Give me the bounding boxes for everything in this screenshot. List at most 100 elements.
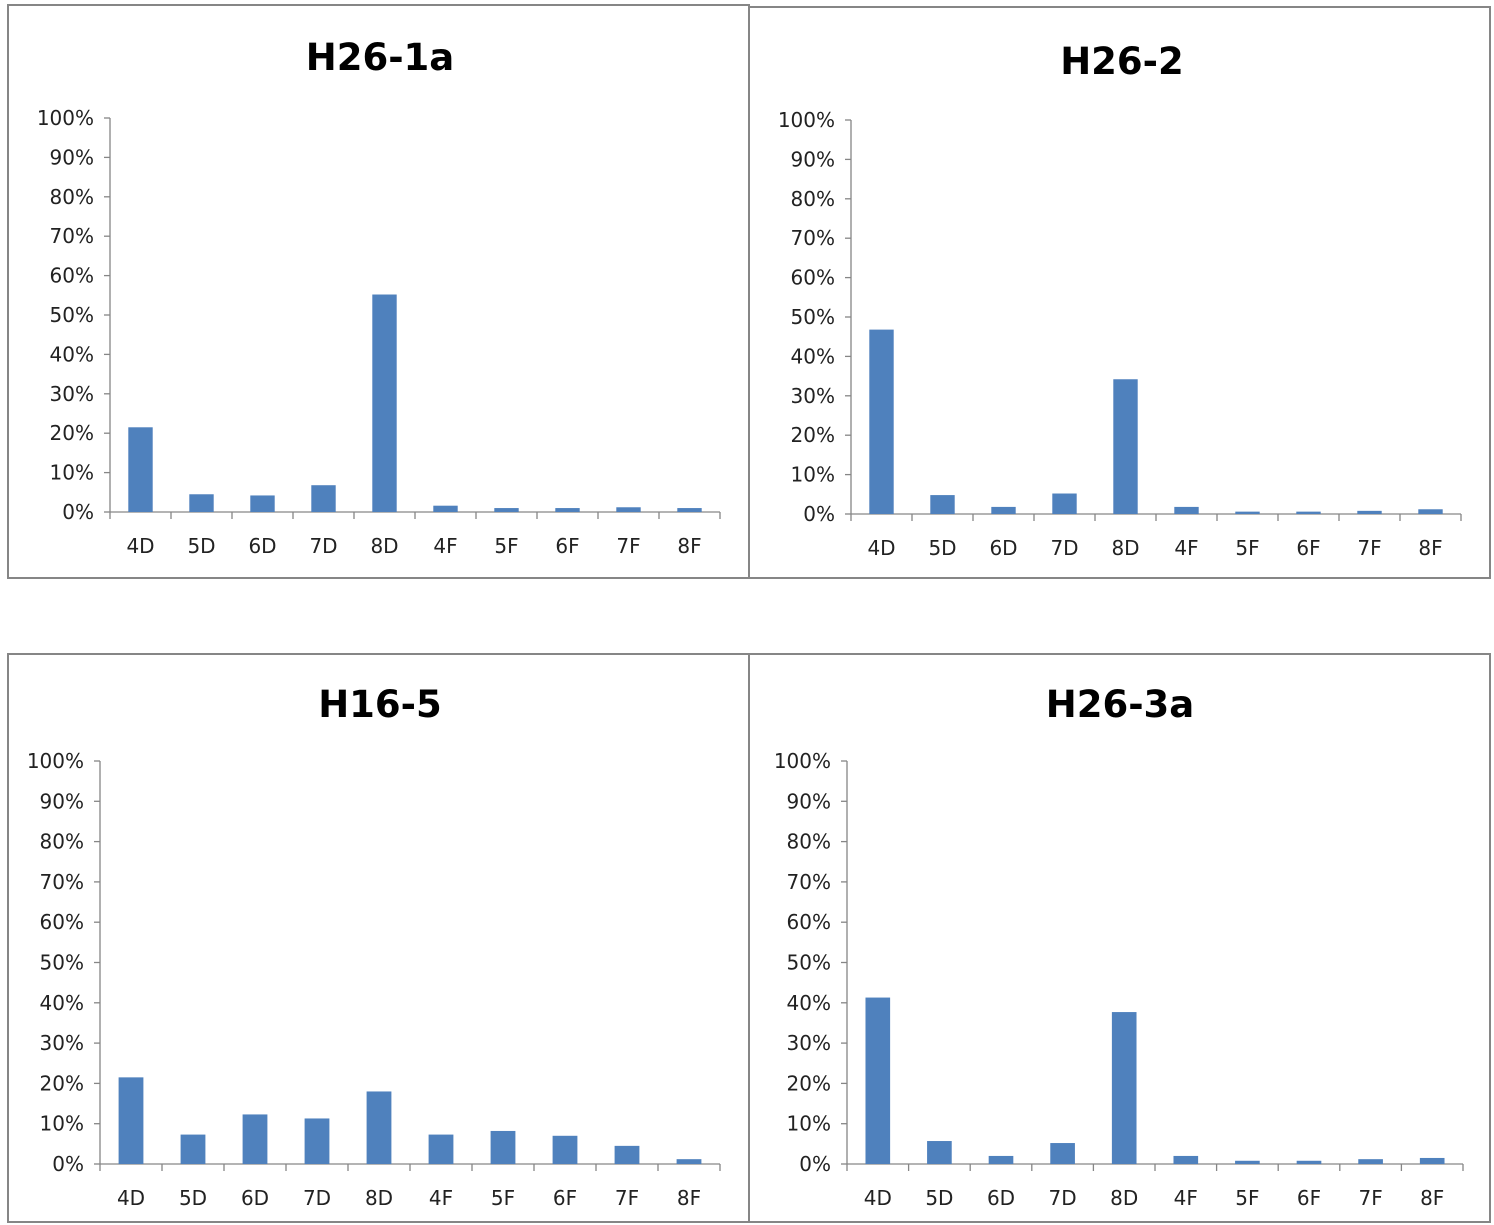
x-tick-label: 8D	[370, 534, 398, 558]
x-tick-label: 5F	[1235, 536, 1259, 560]
x-tick-label: 6D	[987, 1186, 1015, 1210]
y-tick-label: 90%	[787, 789, 831, 813]
y-tick-label: 80%	[791, 187, 835, 211]
y-tick-label: 0%	[52, 1152, 84, 1176]
y-tick-label: 0%	[799, 1152, 831, 1176]
bar-5f	[490, 1130, 516, 1164]
bar-5f	[494, 508, 519, 512]
x-tick-label: 8D	[1111, 536, 1139, 560]
bar-6f	[555, 508, 580, 512]
bar-4f	[1173, 1155, 1199, 1164]
bar-6f	[1296, 1160, 1322, 1164]
chart-panel-h16-5: H16-5 0% 10% 20% 30% 40% 50% 60% 70% 80% 90% 100% 4…	[7, 653, 750, 1223]
bar-4f	[1174, 506, 1199, 514]
x-tick-label: 8D	[365, 1186, 393, 1210]
bar-6d	[242, 1114, 268, 1164]
y-tick-label: 60%	[40, 910, 84, 934]
y-tick-label: 50%	[791, 305, 835, 329]
bar-8f	[1419, 1157, 1445, 1164]
bar-chart-h16-5: H16-5 0% 10% 20% 30% 40% 50% 60% 70% 80% 90% 100% 4…	[27, 683, 721, 1210]
x-tick-label: 5F	[494, 534, 518, 558]
bar-6d	[988, 1155, 1014, 1164]
y-tick-label: 0%	[803, 502, 835, 526]
y-tick-label: 0%	[62, 500, 94, 524]
y-tick-label: 80%	[40, 830, 84, 854]
y-tick-label: 100%	[27, 749, 84, 773]
x-tick-label: 5D	[925, 1186, 953, 1210]
bar-5d	[930, 495, 955, 514]
y-tick-label: 60%	[50, 264, 94, 288]
y-tick-label: 70%	[50, 224, 94, 248]
bar-8f	[1418, 509, 1443, 514]
bar-4d	[118, 1077, 144, 1164]
x-tick-label: 8F	[677, 1186, 701, 1210]
x-tick-label: 7D	[1050, 536, 1078, 560]
chart-title: H26-2	[1060, 40, 1184, 83]
bar-chart-h26-1a: H26-1a 0% 10% 20% 30% 40% 50% 60% 70% 80% 90% 100%…	[37, 36, 721, 558]
y-tick-label: 90%	[40, 789, 84, 813]
x-tick-label: 8F	[1418, 536, 1442, 560]
y-tick-label: 20%	[50, 421, 94, 445]
y-tick-label: 80%	[50, 185, 94, 209]
x-tick-label: 4F	[1174, 536, 1198, 560]
x-tick-label: 6F	[1297, 1186, 1321, 1210]
x-tick-label: 5F	[1235, 1186, 1259, 1210]
y-tick-label: 100%	[774, 749, 831, 773]
y-tick-label: 30%	[40, 1031, 84, 1055]
x-tick-label: 6F	[553, 1186, 577, 1210]
x-tick-label: 5D	[187, 534, 215, 558]
y-tick-label: 80%	[787, 830, 831, 854]
y-tick-label: 20%	[40, 1071, 84, 1095]
x-tick-label: 4D	[117, 1186, 145, 1210]
x-tick-label: 6F	[1296, 536, 1320, 560]
y-tick-label: 50%	[40, 951, 84, 975]
x-tick-label: 7F	[1358, 1186, 1382, 1210]
y-tick-label: 40%	[791, 344, 835, 368]
chart-title: H26-1a	[306, 36, 455, 79]
x-tick-label: 7F	[616, 534, 640, 558]
x-tick-label: 7D	[309, 534, 337, 558]
y-tick-label: 10%	[787, 1112, 831, 1136]
y-tick-label: 10%	[50, 461, 94, 485]
y-tick-label: 10%	[40, 1112, 84, 1136]
x-tick-label: 8D	[1110, 1186, 1138, 1210]
bar-8d	[1113, 379, 1138, 514]
x-tick-label: 4F	[433, 534, 457, 558]
y-tick-label: 20%	[791, 423, 835, 447]
x-tick-label: 7D	[1049, 1186, 1077, 1210]
bar-5f	[1235, 1160, 1260, 1164]
y-tick-label: 60%	[787, 910, 831, 934]
bar-7f	[614, 1145, 640, 1164]
x-tick-label: 5F	[491, 1186, 515, 1210]
y-tick-label: 30%	[787, 1031, 831, 1055]
bar-chart-h26-3a: H26-3a 0% 10% 20% 30% 40% 50% 60% 70% 80% 90% 100%…	[774, 683, 1464, 1210]
bar-7f	[1358, 1159, 1383, 1164]
bar-7f	[616, 507, 641, 512]
bar-4d	[869, 329, 894, 514]
bar-4f	[428, 1134, 454, 1164]
y-tick-label: 90%	[791, 147, 835, 171]
bar-6f	[1296, 511, 1321, 514]
bar-8f	[677, 508, 702, 512]
bar-8f	[676, 1159, 702, 1164]
x-tick-label: 7D	[303, 1186, 331, 1210]
x-tick-label: 4D	[864, 1186, 892, 1210]
bar-4f	[433, 505, 458, 512]
y-tick-label: 50%	[50, 303, 94, 327]
y-tick-label: 40%	[787, 991, 831, 1015]
bar-8d	[372, 294, 397, 512]
bar-5d	[189, 494, 214, 512]
chart-panel-h26-2: H26-2 0% 10% 20% 30% 40% 50% 60% 70% 80% 90% 100% 4…	[748, 6, 1491, 579]
bar-8d	[366, 1091, 392, 1164]
bar-6f	[552, 1135, 578, 1164]
bar-7d	[1052, 493, 1077, 514]
x-tick-label: 7F	[615, 1186, 639, 1210]
y-tick-label: 30%	[50, 382, 94, 406]
x-tick-label: 4F	[429, 1186, 453, 1210]
y-tick-label: 20%	[787, 1071, 831, 1095]
bar-6d	[250, 495, 275, 512]
bar-6d	[991, 506, 1016, 514]
y-tick-label: 100%	[37, 106, 94, 130]
bar-8d	[1111, 1012, 1137, 1164]
x-tick-label: 7F	[1357, 536, 1381, 560]
